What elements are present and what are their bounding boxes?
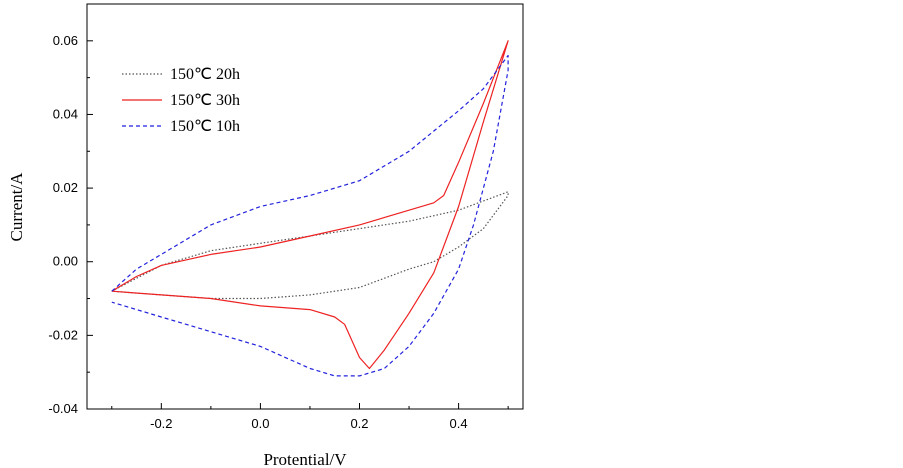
series-line-0: [111, 191, 509, 300]
legend: 150℃ 20h 150℃ 30h 150℃ 10h: [122, 66, 240, 135]
series-line-1: [111, 40, 509, 370]
x-tick-label: 0.4: [450, 416, 468, 431]
y-axis-ticks: -0.04 -0.02 0.00 0.02 0.04 0.06: [48, 33, 93, 416]
x-tick-label: -0.2: [150, 416, 172, 431]
legend-label: 150℃ 10h: [170, 118, 240, 135]
y-axis-label: Current/A: [7, 172, 26, 242]
x-tick-label: 0.2: [350, 416, 368, 431]
y-tick-label: 0.04: [53, 106, 78, 121]
y-tick-label: 0.02: [53, 180, 78, 195]
x-axis-label: Protential/V: [263, 450, 347, 468]
y-tick-label: 0.06: [53, 33, 78, 48]
legend-label: 150℃ 20h: [170, 66, 240, 83]
series-line-2: [111, 54, 509, 377]
x-tick-label: 0.0: [251, 416, 269, 431]
plot-frame: [86, 3, 524, 410]
series-layer: [111, 40, 509, 377]
y-tick-label: -0.04: [48, 401, 78, 416]
y-tick-label: 0.00: [53, 254, 78, 269]
y-tick-label: -0.02: [48, 327, 78, 342]
x-axis-ticks: -0.2 0.0 0.2 0.4: [111, 403, 509, 431]
legend-label: 150℃ 30h: [170, 92, 240, 109]
